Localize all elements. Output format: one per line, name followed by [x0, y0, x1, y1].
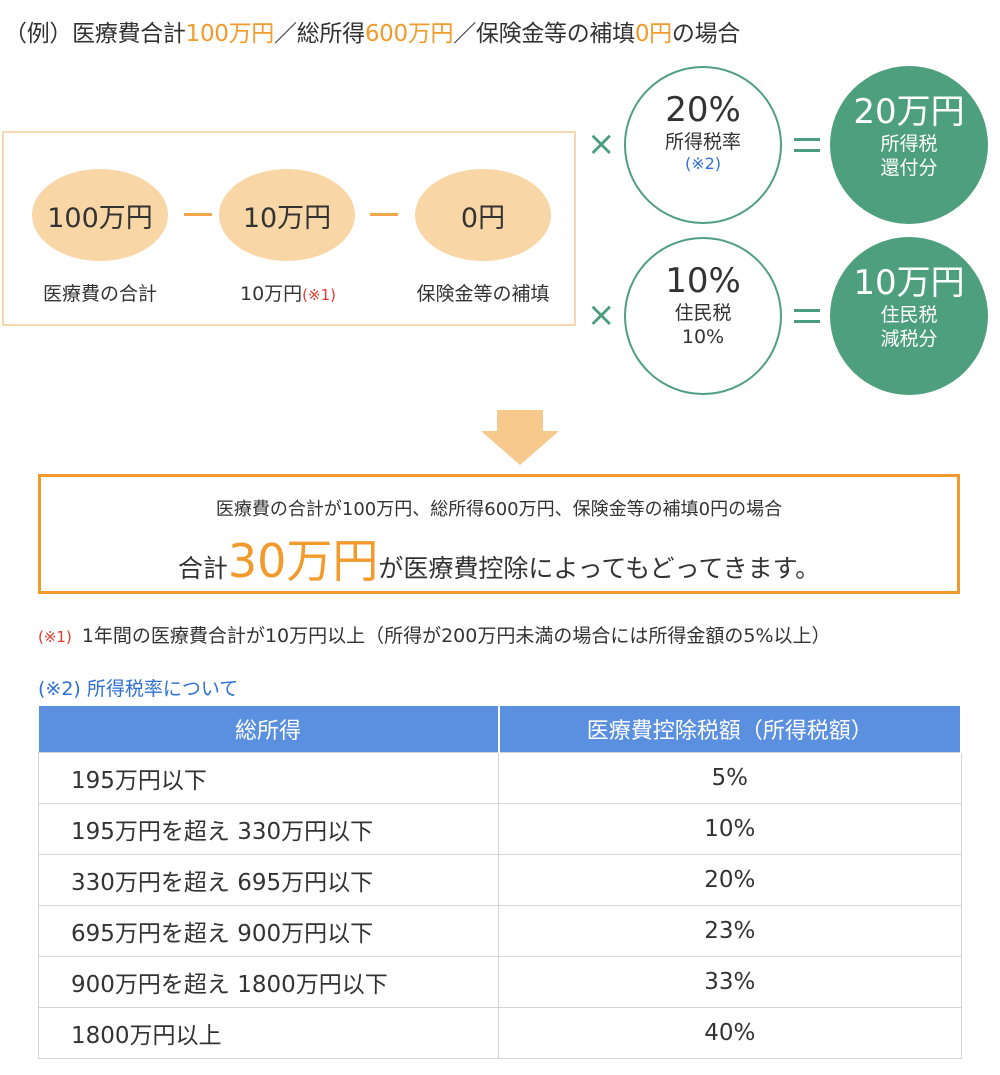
oval-medical-total: 100万円: [32, 169, 168, 261]
income-range-cell: 900万円を超え 1800万円以下: [38, 956, 499, 1008]
table-row: 1800万円以上 40%: [38, 1007, 962, 1059]
equals-sign: [794, 309, 820, 323]
tax-rate-cell: 20%: [498, 854, 962, 906]
resident-tax-result-label1: 住民税: [880, 304, 938, 326]
income-tax-rate-circle: 20% 所得税率 (※2): [624, 66, 782, 224]
oval-label-insurance: 保険金等の補填: [383, 279, 583, 306]
oval-deduction-value: 10万円: [242, 202, 332, 234]
table-row: 195万円を超え 330万円以下 10%: [38, 803, 962, 855]
result-box: 医療費の合計が100万円、総所得600万円、保険金等の補填0円の場合 合計30万…: [38, 474, 960, 594]
result-suffix: が医療費控除によってもどってきます。: [378, 554, 821, 583]
heading-sep2: ／保険金等の補填: [453, 21, 635, 47]
income-tax-result-circle: 20万円 所得税 還付分: [830, 66, 988, 224]
heading-sep1: ／総所得: [274, 21, 365, 47]
result-summary: 合計30万円が医療費控除によってもどってきます。: [41, 525, 957, 591]
resident-tax-rate-circle: 10% 住民税 10%: [624, 237, 782, 395]
oval-label-deduction: 10万円(※1): [188, 279, 388, 306]
table-header-row: 総所得 医療費控除税額（所得税額）: [38, 706, 962, 753]
income-tax-rate: 20%: [665, 90, 741, 130]
income-tax-rate-table: 総所得 医療費控除税額（所得税額） 195万円以下 5% 195万円を超え 33…: [38, 706, 962, 1059]
income-tax-result-label2: 還付分: [880, 157, 938, 179]
minus-sign: [184, 213, 212, 216]
resident-tax-label2: 10%: [681, 326, 725, 348]
income-range-cell: 695万円を超え 900万円以下: [38, 905, 499, 957]
note-1-text: 1年間の医療費合計が10万円以上（所得が200万円未満の場合には所得金額の5%以…: [81, 625, 831, 647]
label-text: 医療費の合計: [42, 283, 157, 305]
resident-tax-result-value: 10万円: [853, 263, 965, 303]
result-condition: 医療費の合計が100万円、総所得600万円、保険金等の補填0円の場合: [215, 499, 783, 520]
table-row: 695万円を超え 900万円以下 23%: [38, 905, 962, 957]
table-row: 900万円を超え 1800万円以下 33%: [38, 956, 962, 1008]
income-tax-rate-label: 所得税率: [664, 131, 741, 153]
resident-tax-label1: 住民税: [674, 302, 732, 324]
income-range-cell: 195万円を超え 330万円以下: [38, 803, 499, 855]
heading-prefix: （例）医療費合計: [4, 21, 186, 47]
table-row: 330万円を超え 695万円以下 20%: [38, 854, 962, 906]
label-text: 保険金等の補填: [416, 283, 550, 305]
income-range-cell: 195万円以下: [38, 752, 499, 804]
tax-rate-cell: 33%: [498, 956, 962, 1008]
oval-medical-total-value: 100万円: [47, 202, 153, 234]
minus-sign: [370, 213, 398, 216]
income-tax-note-ref: (※2): [684, 154, 722, 173]
oval-insurance-value: 0円: [460, 202, 506, 234]
tax-rate-cell: 40%: [498, 1007, 962, 1059]
resident-tax-rate: 10%: [665, 261, 741, 301]
tax-rate-cell: 5%: [498, 752, 962, 804]
equals-sign: [794, 138, 820, 152]
heading-medical-total: 100万円: [185, 21, 275, 47]
income-range-cell: 1800万円以上: [38, 1007, 499, 1059]
label-text: 10万円: [239, 283, 303, 305]
tax-rate-cell: 23%: [498, 905, 962, 957]
multiply-sign: ×: [587, 124, 616, 164]
resident-tax-result-circle: 10万円 住民税 減税分: [830, 237, 988, 395]
note-1-mark: (※1): [38, 628, 72, 646]
column-header-total-income: 総所得: [38, 706, 500, 753]
oval-deduction: 10万円: [219, 169, 355, 261]
result-amount: 30万円: [227, 534, 379, 588]
note-2: (※2) 所得税率について: [38, 678, 239, 700]
heading-suffix: の場合: [671, 21, 740, 47]
heading-total-income: 600万円: [364, 21, 454, 47]
income-tax-result-label1: 所得税: [880, 133, 938, 155]
tax-rate-cell: 10%: [498, 803, 962, 855]
oval-insurance: 0円: [415, 169, 551, 261]
down-arrow-icon: [497, 410, 543, 432]
income-tax-result-value: 20万円: [853, 92, 965, 132]
table-row: 195万円以下 5%: [38, 752, 962, 804]
result-prefix: 合計: [177, 554, 228, 583]
down-arrow-head-icon: [481, 431, 559, 465]
column-header-tax-rate: 医療費控除税額（所得税額）: [498, 706, 962, 753]
oval-label-medical-total: 医療費の合計: [0, 279, 200, 306]
note-1: (※1) 1年間の医療費合計が10万円以上（所得が200万円未満の場合には所得金額…: [38, 621, 831, 648]
example-heading: （例）医療費合計100万円／総所得600万円／保険金等の補填0円の場合: [4, 14, 740, 48]
resident-tax-result-label2: 減税分: [880, 328, 938, 350]
multiply-sign: ×: [587, 295, 616, 335]
income-range-cell: 330万円を超え 695万円以下: [38, 854, 499, 906]
heading-insurance: 0円: [634, 21, 672, 47]
note-ref-1: (※1): [302, 286, 336, 304]
